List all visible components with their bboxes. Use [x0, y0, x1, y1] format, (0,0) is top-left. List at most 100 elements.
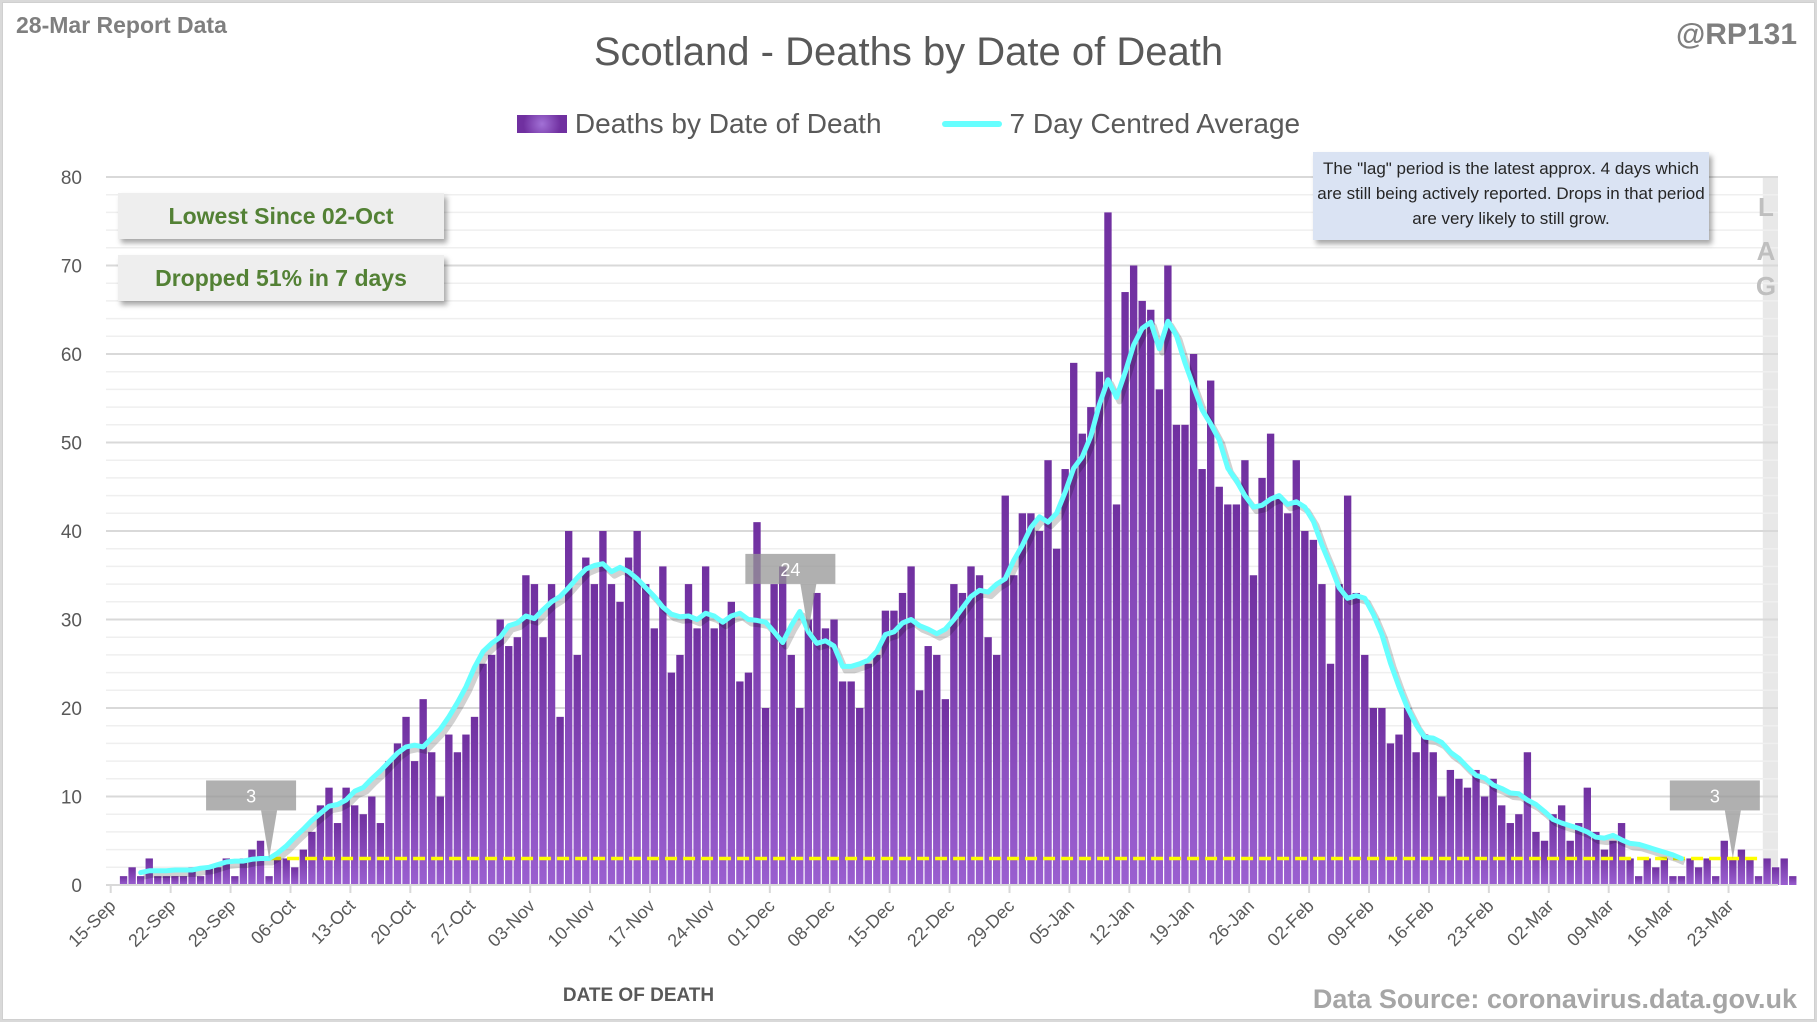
bar: [915, 690, 924, 885]
lag-letter-a: A: [1756, 236, 1776, 266]
x-tick-label: 02-Feb: [1263, 896, 1317, 950]
bar: [1386, 743, 1395, 885]
data-source: Data Source: coronavirus.data.gov.uk: [1312, 984, 1797, 1014]
bar: [1198, 469, 1206, 885]
bar: [830, 619, 838, 885]
bar: [924, 646, 932, 885]
bar: [599, 531, 607, 885]
legend-item-line[interactable]: 7 Day Centred Average: [941, 108, 1300, 140]
bar: [1215, 486, 1223, 885]
bar: [419, 699, 427, 885]
bar: [1763, 858, 1771, 885]
x-tick-label: 16-Mar: [1623, 896, 1677, 950]
bar: [804, 619, 813, 885]
bar: [616, 601, 624, 885]
bar: [975, 575, 984, 885]
bar: [522, 575, 530, 885]
bar: [342, 787, 350, 885]
bar: [864, 663, 872, 885]
bar: [890, 610, 898, 885]
bar: [1771, 867, 1780, 885]
marker-box: [745, 553, 836, 584]
bar: [1189, 354, 1198, 885]
bar: [1395, 734, 1403, 885]
y-tick-label: 80: [61, 168, 82, 189]
bar: [1780, 858, 1788, 885]
x-tick-label: 02-Mar: [1503, 896, 1557, 950]
y-tick-label: 40: [61, 522, 82, 543]
bar: [1703, 858, 1711, 885]
y-tick-label: 0: [71, 876, 82, 897]
legend: Deaths by Date of Death 7 Day Centred Av…: [0, 108, 1817, 140]
x-tick-label: 05-Jan: [1025, 896, 1078, 949]
marker-box: [1669, 780, 1760, 811]
y-tick-label: 70: [61, 257, 82, 278]
legend-item-bars[interactable]: Deaths by Date of Death: [516, 108, 882, 140]
bar: [1737, 849, 1746, 885]
bar: [1378, 708, 1386, 885]
bar: [993, 654, 1001, 885]
bar: [941, 699, 949, 885]
bar: [179, 876, 188, 885]
bar: [1754, 876, 1763, 885]
bar: [958, 592, 967, 885]
x-tick-label: 22-Dec: [903, 896, 958, 951]
x-tick-label: 10-Nov: [544, 896, 599, 951]
bar: [325, 787, 333, 885]
bar: [1018, 513, 1027, 885]
bar: [385, 761, 393, 885]
legend-label-bars: Deaths by Date of Death: [574, 108, 882, 139]
bar: [753, 522, 761, 885]
bar: [171, 876, 179, 885]
bar: [1147, 309, 1155, 885]
bar: [967, 566, 975, 885]
bar: [256, 840, 265, 885]
bar: [188, 867, 196, 885]
x-tick-label: 23-Feb: [1443, 896, 1497, 950]
bar: [659, 566, 667, 885]
bar: [351, 805, 359, 885]
bar: [1515, 814, 1523, 885]
bar: [1669, 876, 1677, 885]
x-tick-label: 23-Mar: [1683, 896, 1737, 950]
marker-box: [206, 780, 297, 811]
bar: [1121, 292, 1129, 885]
bar: [137, 876, 145, 885]
x-tick-label: 20-Oct: [367, 896, 419, 948]
bar: [1498, 805, 1506, 885]
bar: [231, 876, 239, 885]
bar: [282, 858, 290, 885]
bar: [1729, 858, 1737, 885]
bar: [248, 849, 256, 885]
bar: [1087, 407, 1095, 885]
bar: [684, 584, 693, 885]
bar: [1789, 876, 1797, 885]
bar: [1361, 654, 1369, 885]
average-line: [138, 318, 1684, 876]
bar: [950, 584, 958, 885]
bar: [676, 654, 684, 885]
x-tick-label: 27-Oct: [427, 896, 479, 948]
bar: [547, 584, 556, 885]
bar: [273, 858, 282, 885]
bar: [1506, 823, 1514, 885]
bar: [333, 823, 342, 885]
bar: [1592, 831, 1600, 885]
bar: [1455, 778, 1463, 885]
bar: [607, 584, 616, 885]
marker-label: 3: [1710, 786, 1720, 806]
bar: [1712, 876, 1720, 885]
bar: [496, 619, 504, 885]
bar: [744, 672, 753, 885]
value-marker: 3: [1669, 780, 1760, 859]
bar: [1480, 796, 1489, 885]
y-tick-label: 50: [61, 434, 82, 455]
bar: [1446, 769, 1455, 885]
y-tick-label: 30: [61, 611, 82, 632]
bar: [154, 876, 162, 885]
bar: [1617, 823, 1626, 885]
bar: [873, 654, 881, 885]
bar: [1027, 513, 1035, 885]
bar: [933, 654, 941, 885]
bar: [1609, 840, 1617, 885]
